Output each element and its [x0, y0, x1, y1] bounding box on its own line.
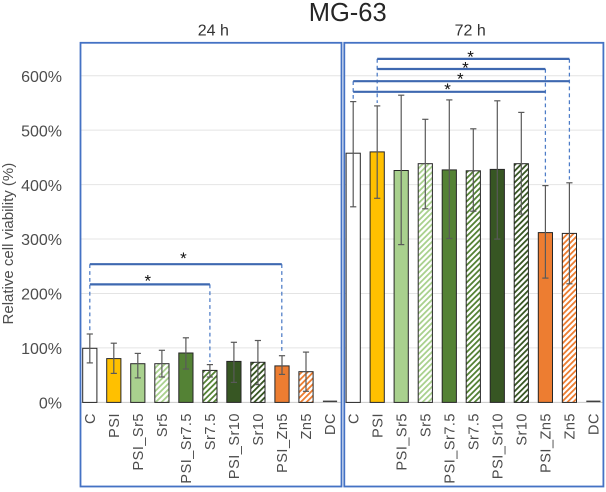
svg-text:PSI_Sr5: PSI_Sr5: [131, 413, 147, 471]
svg-text:Sr7.5: Sr7.5: [203, 413, 219, 450]
svg-text:Relative cell viability (%): Relative cell viability (%): [0, 163, 17, 325]
svg-text:0%: 0%: [39, 396, 62, 413]
svg-text:PSI: PSI: [370, 413, 386, 438]
svg-text:Sr5: Sr5: [155, 413, 171, 437]
svg-text:*: *: [144, 271, 151, 290]
svg-text:PSI_Sr7.5: PSI_Sr7.5: [443, 413, 459, 484]
svg-text:PSI_Zn5: PSI_Zn5: [539, 413, 555, 473]
svg-text:*: *: [180, 249, 187, 268]
svg-text:500%: 500%: [21, 123, 62, 140]
svg-text:24 h: 24 h: [198, 22, 229, 39]
svg-text:DC: DC: [323, 413, 339, 435]
svg-text:PSI: PSI: [107, 413, 123, 438]
svg-text:300%: 300%: [21, 232, 62, 249]
svg-text:*: *: [444, 80, 451, 99]
svg-text:*: *: [457, 69, 464, 88]
svg-text:PSI_Sr5: PSI_Sr5: [394, 413, 410, 471]
svg-text:Zn5: Zn5: [299, 413, 315, 440]
svg-text:Sr10: Sr10: [515, 413, 531, 446]
svg-text:PSI_Sr10: PSI_Sr10: [227, 413, 243, 479]
svg-text:72 h: 72 h: [455, 22, 486, 39]
svg-text:C: C: [83, 413, 99, 424]
svg-text:Sr10: Sr10: [251, 413, 267, 446]
svg-text:PSI_Zn5: PSI_Zn5: [275, 413, 291, 473]
svg-text:C: C: [346, 413, 362, 424]
svg-text:PSI_Sr7.5: PSI_Sr7.5: [179, 413, 195, 484]
svg-text:*: *: [462, 59, 469, 78]
svg-text:200%: 200%: [21, 287, 62, 304]
svg-text:Zn5: Zn5: [563, 413, 579, 440]
svg-text:DC: DC: [587, 413, 603, 435]
svg-text:Sr5: Sr5: [419, 413, 435, 437]
svg-text:400%: 400%: [21, 178, 62, 195]
svg-text:MG-63: MG-63: [309, 0, 387, 27]
svg-text:100%: 100%: [21, 341, 62, 358]
svg-text:Sr7.5: Sr7.5: [467, 413, 483, 450]
svg-text:600%: 600%: [21, 69, 62, 86]
svg-text:*: *: [467, 48, 474, 67]
svg-text:PSI_Sr10: PSI_Sr10: [491, 413, 507, 479]
